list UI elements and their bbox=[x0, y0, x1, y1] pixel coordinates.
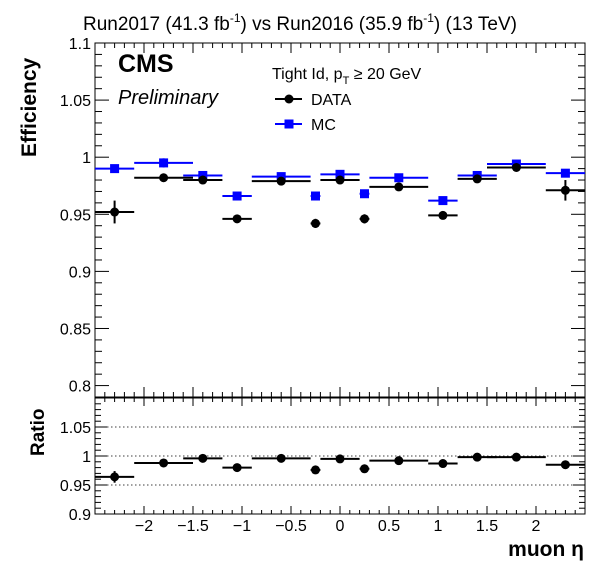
top-data-point bbox=[159, 173, 169, 183]
x-tick-label: 1.5 bbox=[476, 518, 498, 535]
top-mc-point bbox=[198, 170, 208, 180]
top-mc-point bbox=[560, 168, 570, 178]
x-tick-label: −1 bbox=[233, 518, 251, 535]
selection-label: Tight Id, pT ≥ 20 GeV bbox=[272, 66, 422, 87]
ratio-data-point bbox=[360, 464, 369, 474]
legend: DATA MC bbox=[275, 92, 352, 134]
title-mid-sup: -1 bbox=[423, 11, 434, 25]
top-data-point bbox=[232, 214, 242, 224]
top-y-tick-label: 1.05 bbox=[60, 93, 91, 110]
ratio-data-point bbox=[311, 465, 320, 475]
top-data-point bbox=[472, 174, 482, 184]
ratio-axis-label: Ratio bbox=[28, 409, 49, 457]
top-data-point bbox=[276, 176, 286, 186]
top-mc-point bbox=[438, 196, 448, 206]
selection-b: ≥ 20 GeV bbox=[349, 66, 421, 83]
legend-data-label: DATA bbox=[311, 92, 352, 109]
ratio-data-point bbox=[394, 456, 404, 466]
ratio-data-point bbox=[472, 452, 482, 462]
title-right: ) (13 TeV) bbox=[434, 14, 517, 35]
x-tick-label: −1.5 bbox=[177, 518, 209, 535]
cms-label: CMS bbox=[118, 50, 174, 78]
title-mid: ) vs Run2016 (35.9 fb bbox=[241, 14, 424, 35]
ratio-y-tick-label: 0.95 bbox=[60, 478, 91, 495]
ratio-data-point bbox=[232, 463, 242, 473]
preliminary-label: Preliminary bbox=[118, 87, 219, 109]
top-data-point bbox=[394, 182, 404, 192]
top-mc-point bbox=[360, 189, 369, 199]
top-y-tick-label: 0.95 bbox=[60, 207, 91, 224]
x-tick-label: 0 bbox=[336, 518, 345, 535]
ratio-data-point bbox=[438, 459, 448, 469]
ratio-data-point bbox=[335, 454, 345, 464]
top-data-point bbox=[560, 185, 570, 195]
top-mc-point bbox=[110, 164, 120, 174]
top-mc-point bbox=[276, 172, 286, 182]
title-left-sup: -1 bbox=[230, 11, 241, 25]
top-y-tick-label: 0.85 bbox=[60, 321, 91, 338]
top-data-point bbox=[360, 214, 369, 224]
ratio-data-point bbox=[110, 472, 120, 482]
legend-mc-marker bbox=[284, 119, 294, 129]
top-mc-point bbox=[311, 191, 320, 201]
top-mc-point bbox=[232, 191, 242, 201]
ratio-data-point bbox=[159, 458, 169, 468]
ratio-y-tick-label: 0.9 bbox=[69, 507, 91, 524]
x-axis-label: muon η bbox=[508, 538, 584, 561]
top-mc-point bbox=[335, 169, 345, 179]
top-mc-point bbox=[394, 173, 404, 183]
top-data-point bbox=[335, 175, 345, 185]
ratio-data-point bbox=[560, 460, 570, 470]
top-data-point bbox=[198, 175, 208, 185]
y-axis-label: Efficiency bbox=[18, 57, 41, 157]
top-data-point bbox=[511, 162, 521, 172]
x-tick-label: −0.5 bbox=[275, 518, 307, 535]
chart-title: Run2017 (41.3 fb-1) vs Run2016 (35.9 fb-… bbox=[83, 11, 517, 35]
plot-layer: −2 −1.5 −1 −0.5 0 0.5 1 1.5 2 0.8 0.85 0.9 0.95 1 1.05… bbox=[60, 36, 585, 535]
ratio-data-point bbox=[276, 453, 286, 463]
top-data-point bbox=[110, 207, 120, 217]
selection-a: Tight Id, p bbox=[272, 66, 343, 83]
top-data-point bbox=[438, 210, 448, 220]
top-data-point bbox=[311, 218, 320, 228]
top-y-tick-label: 1.1 bbox=[69, 36, 91, 53]
top-y-tick-label: 1 bbox=[82, 150, 91, 167]
ratio-data-point bbox=[198, 453, 208, 463]
x-tick-label: 0.5 bbox=[378, 518, 400, 535]
ratio-y-tick-label: 1 bbox=[82, 449, 91, 466]
ratio-y-tick-label: 1.05 bbox=[60, 420, 91, 437]
x-tick-label: 2 bbox=[532, 518, 541, 535]
top-y-tick-label: 0.9 bbox=[69, 264, 91, 281]
legend-mc-label: MC bbox=[311, 117, 336, 134]
selection-sub: T bbox=[343, 75, 350, 87]
title-left: Run2017 (41.3 fb bbox=[83, 14, 230, 35]
x-tick-label: 1 bbox=[434, 518, 443, 535]
legend-data-marker bbox=[284, 94, 294, 104]
top-mc-point bbox=[159, 158, 169, 168]
top-y-tick-label: 0.8 bbox=[69, 379, 91, 396]
x-tick-label: −2 bbox=[135, 518, 153, 535]
ratio-data-point bbox=[511, 452, 521, 462]
